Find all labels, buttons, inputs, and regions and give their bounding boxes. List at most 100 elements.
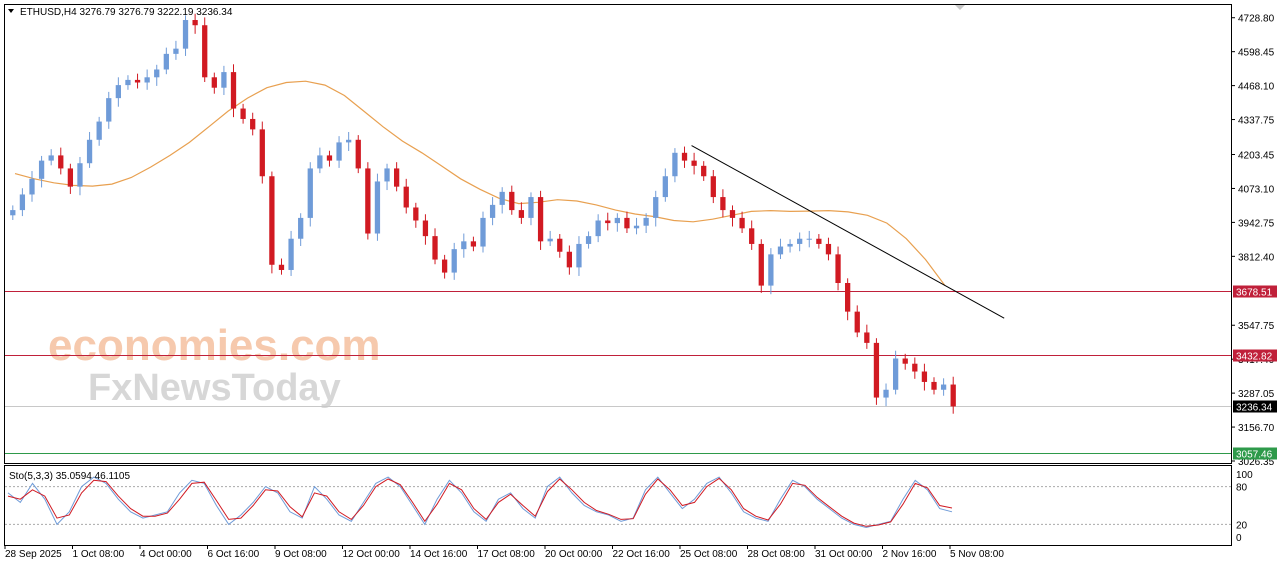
candle-body[interactable]	[202, 25, 208, 78]
candle-body[interactable]	[355, 139, 361, 169]
candle-body[interactable]	[777, 246, 784, 255]
collapse-arrow-icon[interactable]	[8, 9, 14, 13]
candle-body[interactable]	[892, 358, 899, 390]
candle-body[interactable]	[211, 77, 217, 88]
candle-body[interactable]	[38, 160, 45, 179]
candle-body[interactable]	[662, 176, 668, 198]
candle-body[interactable]	[797, 238, 803, 244]
candle-body[interactable]	[921, 371, 928, 382]
candle-body[interactable]	[873, 342, 880, 398]
candle-body[interactable]	[86, 139, 93, 164]
candle-body[interactable]	[346, 139, 352, 143]
candle-body[interactable]	[509, 191, 515, 211]
candle-body[interactable]	[701, 165, 707, 177]
candle-body[interactable]	[250, 118, 256, 130]
candle-body[interactable]	[681, 152, 688, 161]
candle-body[interactable]	[787, 243, 793, 247]
candle-body[interactable]	[230, 72, 237, 109]
candle-body[interactable]	[931, 381, 937, 390]
candle-body[interactable]	[393, 168, 400, 187]
candle-body[interactable]	[307, 168, 313, 218]
candle-body[interactable]	[134, 79, 141, 83]
candle-body[interactable]	[480, 217, 486, 247]
candle-body[interactable]	[106, 98, 112, 122]
candle-body[interactable]	[192, 20, 198, 26]
candle-body[interactable]	[624, 217, 630, 229]
candle-body[interactable]	[672, 152, 678, 177]
candle-body[interactable]	[365, 168, 371, 234]
candle-body[interactable]	[950, 384, 956, 407]
candle-body[interactable]	[489, 204, 496, 218]
candle-body[interactable]	[29, 178, 35, 195]
candle-body[interactable]	[768, 254, 774, 286]
candle-body[interactable]	[96, 121, 102, 140]
candle-body[interactable]	[557, 238, 563, 252]
candle-body[interactable]	[288, 238, 294, 270]
candle-body[interactable]	[58, 155, 64, 169]
candle-body[interactable]	[278, 264, 285, 270]
candle-body[interactable]	[163, 53, 169, 70]
candle-body[interactable]	[912, 363, 918, 372]
candle-body[interactable]	[67, 168, 74, 187]
candle-body[interactable]	[710, 176, 716, 198]
candle-body[interactable]	[269, 176, 275, 265]
candle-body[interactable]	[499, 191, 505, 205]
candle-body[interactable]	[432, 236, 438, 260]
candle-body[interactable]	[518, 210, 525, 218]
candle-body[interactable]	[749, 228, 755, 244]
candle-body[interactable]	[633, 225, 640, 229]
candle-body[interactable]	[691, 160, 697, 166]
candle-body[interactable]	[77, 163, 83, 187]
candle-body[interactable]	[614, 217, 620, 224]
candle-body[interactable]	[384, 168, 390, 182]
candle-body[interactable]	[854, 311, 860, 333]
candle-body[interactable]	[643, 217, 649, 226]
candle-body[interactable]	[19, 194, 26, 211]
candle-body[interactable]	[528, 197, 534, 218]
candle-body[interactable]	[825, 243, 832, 255]
candle-body[interactable]	[470, 241, 477, 247]
candle-body[interactable]	[566, 251, 573, 268]
candle-body[interactable]	[595, 220, 601, 237]
candle-body[interactable]	[115, 85, 121, 99]
candle-body[interactable]	[576, 243, 582, 268]
candle-body[interactable]	[883, 389, 889, 398]
candle-body[interactable]	[653, 197, 659, 218]
candle-body[interactable]	[413, 207, 419, 221]
candle-body[interactable]	[403, 186, 409, 208]
candle-body[interactable]	[585, 236, 592, 244]
candle-body[interactable]	[902, 358, 908, 364]
candle-body[interactable]	[374, 181, 381, 234]
candle-body[interactable]	[125, 79, 131, 86]
candle-body[interactable]	[739, 217, 745, 229]
candle-body[interactable]	[154, 69, 160, 78]
candle-body[interactable]	[259, 129, 265, 177]
scroll-marker-icon[interactable]	[955, 5, 965, 10]
candle-body[interactable]	[144, 77, 150, 83]
candle-body[interactable]	[336, 142, 342, 161]
candle-body[interactable]	[221, 72, 227, 88]
candle-body[interactable]	[720, 197, 726, 211]
candle-body[interactable]	[451, 249, 457, 273]
candle-body[interactable]	[537, 197, 544, 242]
candle-body[interactable]	[173, 48, 179, 54]
candle-body[interactable]	[240, 108, 246, 119]
candle-body[interactable]	[48, 155, 54, 161]
candle-body[interactable]	[182, 20, 189, 49]
candle-body[interactable]	[422, 220, 429, 237]
candle-body[interactable]	[441, 259, 448, 273]
candle-body[interactable]	[806, 238, 812, 240]
candle-body[interactable]	[816, 238, 822, 244]
candle-body[interactable]	[317, 155, 323, 169]
candle-body[interactable]	[10, 210, 16, 216]
candle-body[interactable]	[940, 384, 947, 390]
downtrend-line[interactable]	[691, 145, 1005, 319]
candle-body[interactable]	[835, 254, 841, 283]
candle-body[interactable]	[298, 217, 304, 239]
candle-body[interactable]	[729, 210, 736, 218]
candle-body[interactable]	[461, 241, 467, 250]
candle-body[interactable]	[864, 332, 870, 343]
candle-body[interactable]	[845, 282, 851, 312]
